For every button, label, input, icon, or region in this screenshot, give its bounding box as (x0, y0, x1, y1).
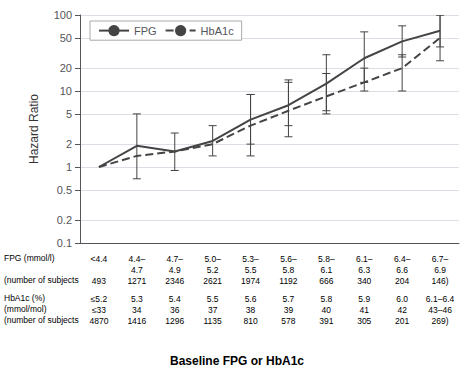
svg-text:42: 42 (397, 305, 407, 315)
svg-text:5.8: 5.8 (283, 265, 295, 275)
svg-text:FPG: FPG (134, 25, 157, 37)
svg-text:34: 34 (132, 305, 142, 315)
svg-text:HbA1c (%): HbA1c (%) (4, 293, 45, 303)
svg-text:2: 2 (66, 138, 72, 150)
svg-text:1: 1 (66, 161, 72, 173)
svg-text:0.5: 0.5 (57, 184, 72, 196)
svg-text:100: 100 (54, 9, 72, 21)
svg-text:2621: 2621 (203, 276, 222, 286)
svg-text:6.9: 6.9 (434, 265, 446, 275)
svg-text:666: 666 (319, 276, 333, 286)
svg-text:1271: 1271 (127, 276, 146, 286)
svg-text:5.5: 5.5 (245, 265, 257, 275)
svg-text:5: 5 (66, 108, 72, 120)
svg-text:41: 41 (360, 305, 370, 315)
svg-text:40: 40 (322, 305, 332, 315)
svg-text:4.7: 4.7 (131, 265, 143, 275)
svg-text:340: 340 (357, 276, 371, 286)
svg-text:201: 201 (395, 316, 409, 326)
svg-text:0.2: 0.2 (57, 214, 72, 226)
svg-text:5.2: 5.2 (207, 265, 219, 275)
svg-text:<4.4: <4.4 (91, 254, 108, 264)
svg-text:43–46: 43–46 (428, 305, 452, 315)
svg-text:1192: 1192 (279, 276, 298, 286)
svg-text:39: 39 (284, 305, 294, 315)
svg-text:5.9: 5.9 (358, 294, 370, 304)
svg-text:6.3: 6.3 (358, 265, 370, 275)
svg-text:6.1–6.4: 6.1–6.4 (426, 294, 455, 304)
svg-text:6.0: 6.0 (396, 294, 408, 304)
svg-text:810: 810 (243, 316, 257, 326)
svg-text:(number of subjects: (number of subjects (4, 275, 79, 285)
svg-text:FPG (mmol/l): FPG (mmol/l) (4, 253, 55, 263)
svg-text:578: 578 (281, 316, 295, 326)
svg-text:1296: 1296 (165, 316, 184, 326)
svg-text:5.4: 5.4 (169, 294, 181, 304)
svg-text:(mmol/mol): (mmol/mol) (4, 304, 47, 314)
svg-text:(number of subjects: (number of subjects (4, 315, 79, 325)
svg-text:5.6–: 5.6– (280, 254, 297, 264)
svg-text:2346: 2346 (165, 276, 184, 286)
svg-text:5.6: 5.6 (245, 294, 257, 304)
svg-text:0.1: 0.1 (57, 237, 72, 249)
svg-text:6.1: 6.1 (320, 265, 332, 275)
svg-text:4870: 4870 (89, 316, 108, 326)
svg-text:10: 10 (60, 85, 72, 97)
svg-text:5.3: 5.3 (131, 294, 143, 304)
svg-text:6.7–: 6.7– (432, 254, 449, 264)
svg-text:5.7: 5.7 (283, 294, 295, 304)
svg-text:50: 50 (60, 32, 72, 44)
svg-text:305: 305 (357, 316, 371, 326)
svg-text:6.1–: 6.1– (356, 254, 373, 264)
svg-text:146): 146) (432, 276, 449, 286)
svg-text:HbA1c: HbA1c (201, 25, 235, 37)
svg-text:≤5.2: ≤5.2 (91, 294, 108, 304)
svg-text:36: 36 (170, 305, 180, 315)
svg-text:5.8–: 5.8– (318, 254, 335, 264)
svg-text:204: 204 (395, 276, 409, 286)
svg-text:5.5: 5.5 (207, 294, 219, 304)
svg-text:6.4–: 6.4– (394, 254, 411, 264)
svg-text:391: 391 (319, 316, 333, 326)
svg-text:269): 269) (432, 316, 449, 326)
svg-text:4.4–: 4.4– (129, 254, 146, 264)
svg-text:5.0–: 5.0– (204, 254, 221, 264)
svg-text:38: 38 (246, 305, 256, 315)
svg-text:6.6: 6.6 (396, 265, 408, 275)
svg-text:493: 493 (92, 276, 106, 286)
svg-text:4.9: 4.9 (169, 265, 181, 275)
svg-text:Hazard Ratio: Hazard Ratio (27, 94, 41, 164)
svg-text:1135: 1135 (204, 316, 223, 326)
svg-text:5.8: 5.8 (320, 294, 332, 304)
svg-text:5.3–: 5.3– (242, 254, 259, 264)
svg-text:4.7–: 4.7– (166, 254, 183, 264)
svg-text:1974: 1974 (241, 276, 260, 286)
svg-text:≤33: ≤33 (92, 305, 106, 315)
svg-text:20: 20 (60, 62, 72, 74)
svg-text:Baseline FPG or HbA1c: Baseline FPG or HbA1c (170, 354, 304, 368)
svg-text:37: 37 (208, 305, 218, 315)
svg-text:1416: 1416 (127, 316, 146, 326)
